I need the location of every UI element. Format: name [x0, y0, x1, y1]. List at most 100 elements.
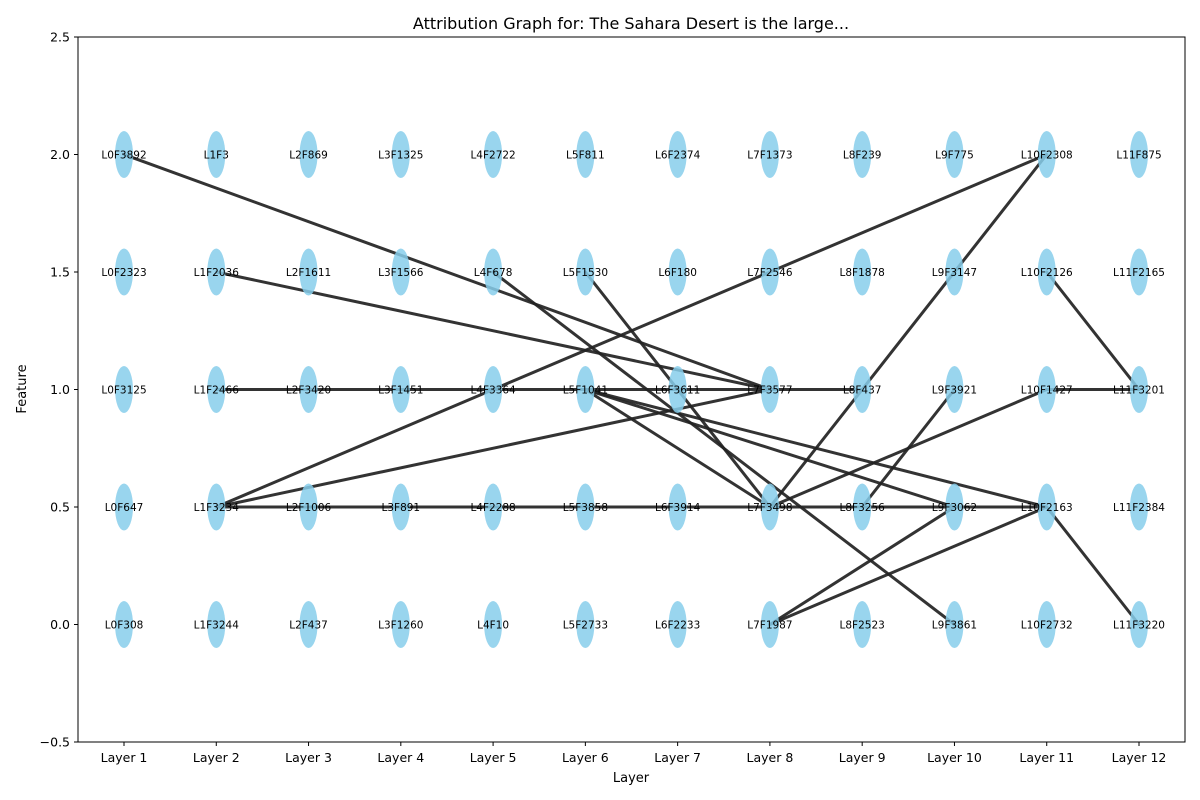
- graph-node: [853, 131, 872, 178]
- x-tick-label: Layer 11: [1019, 750, 1074, 765]
- graph-node-label: L6F3611: [655, 384, 700, 396]
- graph-node-label: L9F775: [935, 149, 974, 161]
- graph-edge: [583, 388, 956, 509]
- graph-node-label: L4F2288: [470, 502, 515, 514]
- graph-node: [576, 131, 595, 178]
- graph-edge: [1045, 505, 1141, 626]
- graph-node-label: L10F2163: [1021, 502, 1073, 514]
- graph-node-label: L1F2036: [194, 267, 240, 279]
- graph-node-label: L11F3201: [1113, 384, 1165, 396]
- graph-node: [391, 248, 410, 296]
- x-tick-label: Layer 6: [562, 750, 609, 765]
- graph-node-label: L7F1373: [747, 149, 792, 161]
- graph-node: [1037, 248, 1056, 296]
- graph-node-label: L10F2732: [1021, 619, 1073, 631]
- graph-node: [1130, 131, 1148, 178]
- graph-node: [760, 366, 779, 413]
- graph-node-label: L3F1325: [378, 149, 423, 161]
- graph-node: [668, 248, 687, 296]
- graph-node-label: L1F3: [204, 149, 229, 161]
- graph-node: [945, 366, 964, 413]
- graph-node-label: L9F3861: [932, 619, 977, 631]
- graph-node: [299, 483, 318, 531]
- x-tick-label: Layer 3: [285, 750, 332, 765]
- graph-node: [668, 483, 687, 531]
- graph-node: [945, 131, 964, 178]
- graph-node: [391, 601, 410, 648]
- x-tick-label: Layer 7: [654, 750, 701, 765]
- graph-node: [115, 483, 133, 531]
- graph-node-label: L9F3147: [932, 267, 977, 279]
- graph-node-label: L6F3914: [655, 502, 701, 514]
- graph-node-label: L0F3892: [101, 149, 146, 161]
- graph-node: [576, 366, 595, 413]
- graph-node-label: L7F1987: [747, 619, 792, 631]
- graph-node: [668, 366, 687, 413]
- graph-node: [1037, 366, 1056, 413]
- y-tick-label: 2.5: [50, 30, 70, 45]
- graph-node-label: L4F2722: [470, 149, 515, 161]
- graph-node-label: L4F3364: [470, 384, 516, 396]
- graph-node: [484, 601, 503, 648]
- y-axis-label: Feature: [15, 364, 30, 413]
- graph-node-label: L7F3577: [747, 384, 792, 396]
- graph-node: [207, 131, 226, 178]
- graph-node: [945, 248, 964, 296]
- graph-node-label: L5F1041: [563, 384, 608, 396]
- graph-node-label: L5F2733: [563, 619, 608, 631]
- y-axis-ticks: −0.5 0.0 0.5 1.0 1.5 2.0 2.5: [40, 30, 78, 750]
- graph-node: [945, 483, 964, 531]
- graph-node: [576, 248, 595, 296]
- y-tick-label: 0.0: [50, 617, 70, 632]
- graph-node: [207, 483, 226, 531]
- x-tick-label: Layer 12: [1112, 750, 1167, 765]
- graph-node: [1130, 248, 1148, 296]
- x-tick-label: Layer 4: [377, 750, 424, 765]
- graph-node-label: L5F3858: [563, 502, 608, 514]
- graph-node: [1130, 366, 1148, 413]
- graph-node: [576, 601, 595, 648]
- graph-node-label: L2F869: [289, 149, 328, 161]
- graph-node: [299, 601, 318, 648]
- graph-node: [1037, 131, 1056, 178]
- graph-node-label: L3F891: [382, 502, 421, 514]
- graph-node-label: L0F3125: [101, 384, 146, 396]
- graph-node-label: L8F239: [843, 149, 882, 161]
- graph-node-label: L3F1566: [378, 267, 424, 279]
- graph-node-label: L2F3420: [286, 384, 331, 396]
- graph-edge: [768, 505, 1049, 626]
- graph-node-label: L3F1260: [378, 619, 423, 631]
- graph-edge: [768, 505, 956, 626]
- graph-node-label: L9F3062: [932, 502, 977, 514]
- graph-node-label: L10F2308: [1021, 149, 1073, 161]
- y-tick-label: 0.5: [50, 500, 70, 515]
- graph-node-label: L9F3921: [932, 384, 977, 396]
- graph-node: [115, 366, 133, 413]
- x-tick-label: Layer 10: [927, 750, 982, 765]
- graph-node-label: L2F1611: [286, 267, 331, 279]
- graph-node: [760, 248, 779, 296]
- x-tick-label: Layer 5: [470, 750, 517, 765]
- x-tick-label: Layer 2: [193, 750, 240, 765]
- graph-node-label: L6F2374: [655, 149, 701, 161]
- graph-node: [207, 366, 226, 413]
- graph-node: [391, 366, 410, 413]
- graph-node-label: L8F437: [843, 384, 882, 396]
- graph-edge: [1045, 270, 1141, 391]
- graph-edge: [122, 153, 772, 391]
- x-tick-label: Layer 1: [101, 750, 148, 765]
- graph-node: [484, 483, 503, 531]
- graph-node-label: L0F647: [105, 502, 144, 514]
- graph-node: [1130, 483, 1148, 531]
- graph-node-label: L4F10: [477, 619, 509, 631]
- graph-node: [207, 248, 226, 296]
- graph-node-label: L7F3498: [747, 502, 792, 514]
- graph-node-label: L0F308: [105, 619, 144, 631]
- graph-node-label: L5F811: [566, 149, 605, 161]
- graph-node: [1037, 483, 1056, 531]
- y-tick-label: 1.5: [50, 265, 70, 280]
- graph-node-label: L10F1427: [1021, 384, 1073, 396]
- graph-node: [853, 483, 872, 531]
- graph-node-label: L11F2384: [1113, 502, 1165, 514]
